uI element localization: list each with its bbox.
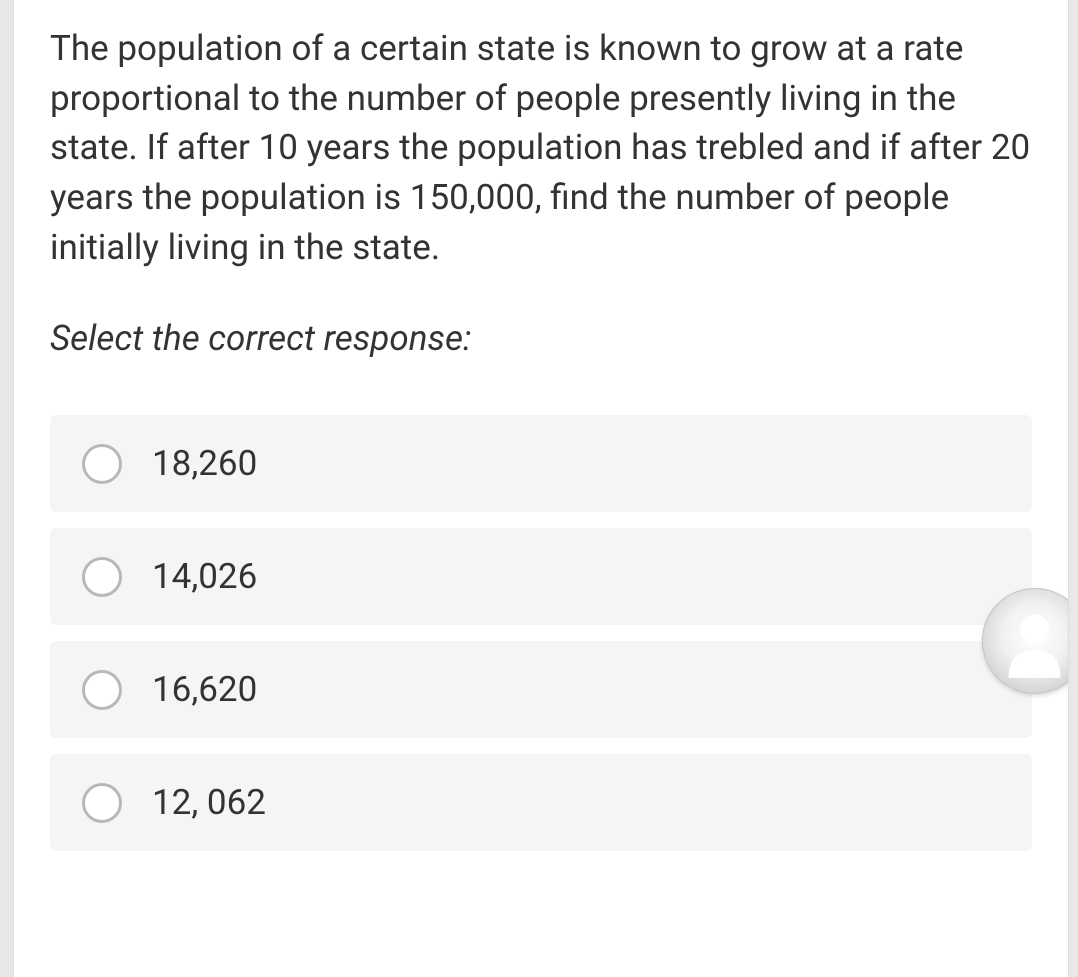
select-prompt: Select the correct response: [50, 318, 1032, 359]
option-1[interactable]: 18,260 [50, 415, 1032, 512]
radio-icon [82, 670, 122, 710]
radio-icon [82, 783, 122, 823]
radio-icon [82, 557, 122, 597]
option-3[interactable]: 16,620 [50, 641, 1032, 738]
option-label: 18,260 [152, 443, 257, 484]
question-card: The population of a certain state is kno… [14, 0, 1068, 977]
right-rail [1068, 0, 1078, 977]
options-list: 18,260 14,026 16,620 12, 062 [50, 415, 1032, 851]
user-silhouette-icon [994, 600, 1068, 681]
option-label: 14,026 [152, 556, 257, 597]
question-text: The population of a certain state is kno… [50, 24, 1032, 272]
option-2[interactable]: 14,026 [50, 528, 1032, 625]
option-4[interactable]: 12, 062 [50, 754, 1032, 851]
option-label: 12, 062 [152, 782, 266, 823]
radio-icon [82, 444, 122, 484]
left-rail [0, 0, 14, 977]
option-label: 16,620 [152, 669, 257, 710]
